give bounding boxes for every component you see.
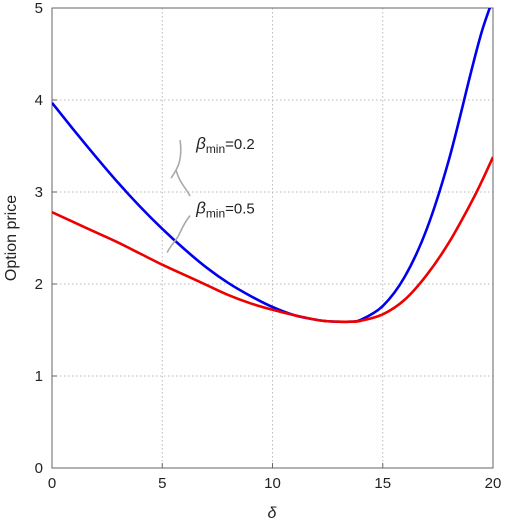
- annotation-label: βmin=0.5: [195, 199, 255, 221]
- x-tick-label: 0: [48, 475, 56, 492]
- x-tick-label: 20: [485, 475, 502, 492]
- axis-ticks: 0 5 10 15 20 0 1 2 3 4 5: [35, 0, 502, 492]
- x-tick-label: 15: [374, 475, 391, 492]
- series-group: [52, 8, 493, 324]
- series-line-2: [52, 156, 493, 324]
- y-axis-label: Option price: [3, 195, 20, 281]
- x-tick-label: 5: [158, 475, 166, 492]
- annotation-brace-1: [170, 140, 191, 197]
- y-tick-label: 3: [35, 184, 43, 201]
- y-tick-label: 2: [35, 276, 43, 293]
- y-tick-label: 0: [35, 460, 43, 477]
- annotation-brace-2: [166, 215, 191, 253]
- annotation-group: βmin=0.2 βmin=0.5: [166, 134, 255, 253]
- y-tick-label: 5: [35, 0, 43, 17]
- grid: [52, 8, 493, 468]
- annotation-label: βmin=0.2: [195, 134, 255, 156]
- x-axis-label: δ: [268, 505, 278, 522]
- y-tick-label: 4: [35, 92, 43, 109]
- y-tick-label: 1: [35, 368, 43, 385]
- x-tick-label: 10: [264, 475, 281, 492]
